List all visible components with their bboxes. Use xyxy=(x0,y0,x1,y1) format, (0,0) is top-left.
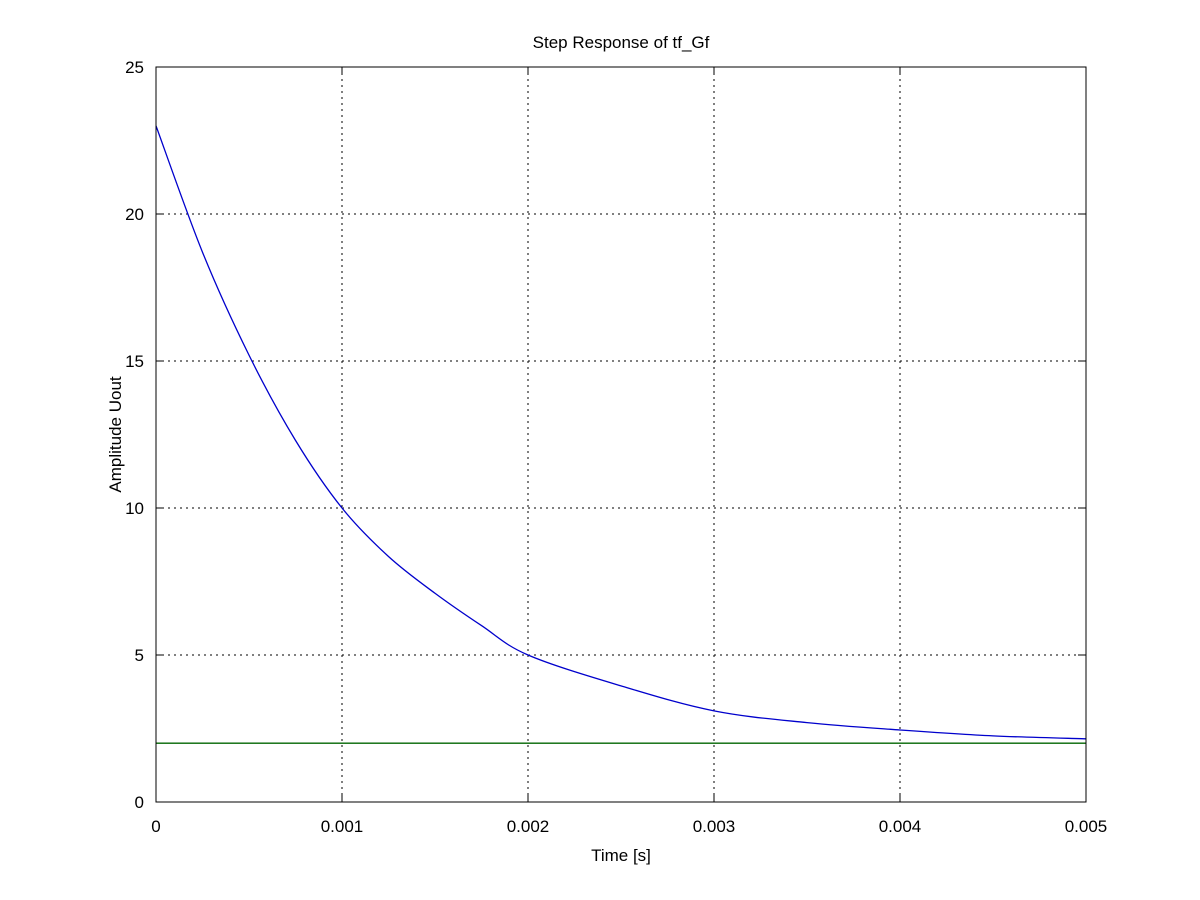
series-line-0 xyxy=(155,125,1087,740)
ticks: 0 0.001 0.002 0.003 0.004 0.005 0 5 10 15 20 25 xyxy=(125,58,1107,836)
y-tick-label: 20 xyxy=(125,205,144,224)
x-tick-label: 0 xyxy=(151,817,160,836)
grid xyxy=(156,67,1086,802)
y-tick-label: 5 xyxy=(135,646,144,665)
y-tick-label: 0 xyxy=(135,793,144,812)
plot-frame xyxy=(155,66,1087,803)
x-tick-label: 0.003 xyxy=(693,817,736,836)
x-tick-label: 0.005 xyxy=(1065,817,1108,836)
y-tick-label: 25 xyxy=(125,58,144,77)
y-tick-label: 10 xyxy=(125,499,144,518)
x-axis-label: Time [s] xyxy=(591,846,651,865)
y-tick-label: 15 xyxy=(125,352,144,371)
x-tick-label: 0.004 xyxy=(879,817,922,836)
x-tick-label: 0.001 xyxy=(321,817,364,836)
series-layer xyxy=(155,125,1087,744)
chart-title: Step Response of tf_Gf xyxy=(533,33,710,52)
x-tick-label: 0.002 xyxy=(507,817,550,836)
y-axis-label: Amplitude Uout xyxy=(106,376,125,493)
